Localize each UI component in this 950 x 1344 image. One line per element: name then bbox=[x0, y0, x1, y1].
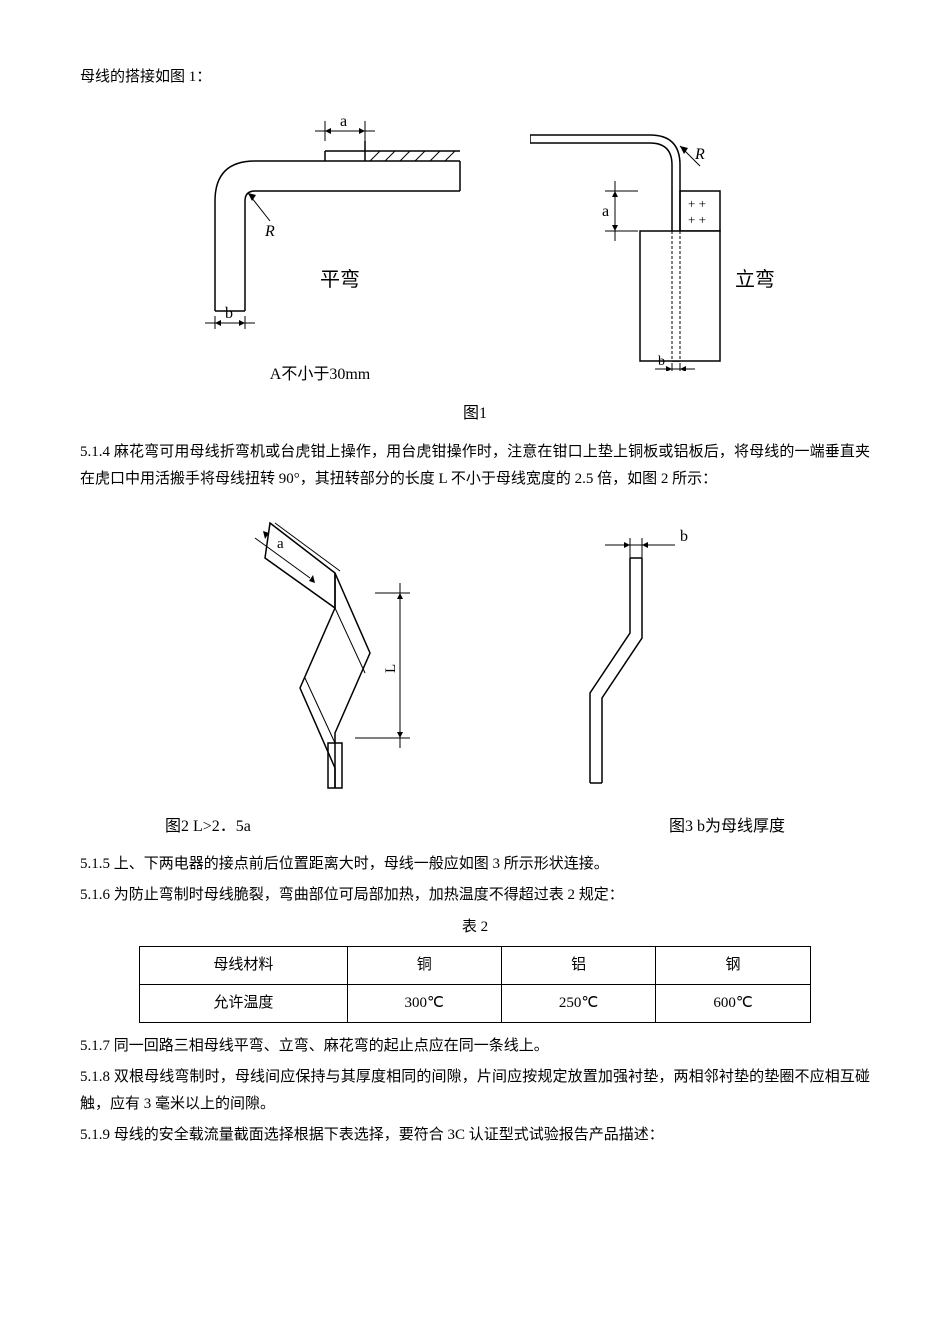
fig1-left-label: 平弯 bbox=[320, 268, 360, 291]
table-cell: 铜 bbox=[347, 947, 501, 985]
p-518: 5.1.8 双根母线弯制时，母线间应保持与其厚度相同的间隙，片间应按规定放置加强… bbox=[80, 1064, 870, 1118]
p-516: 5.1.6 为防止弯制时母线脆裂，弯曲部位可局部加热，加热温度不得超过表 2 规… bbox=[80, 882, 870, 909]
fig2-dim-l: L bbox=[383, 663, 399, 672]
fig3-dim-b: b bbox=[680, 528, 688, 545]
table-cell: 250℃ bbox=[501, 985, 655, 1023]
p-514: 5.1.4 麻花弯可用母线折弯机或台虎钳上操作，用台虎钳操作时，注意在钳口上垫上… bbox=[80, 439, 870, 493]
p-515: 5.1.5 上、下两电器的接点前后位置距离大时，母线一般应如图 3 所示形状连接… bbox=[80, 851, 870, 878]
table-cell: 300℃ bbox=[347, 985, 501, 1023]
dim-a-label: a bbox=[340, 113, 347, 130]
figure-2: a L bbox=[215, 513, 475, 803]
dim-b-label-right: b bbox=[658, 354, 665, 369]
table-2: 母线材料 铜 铝 钢 允许温度 300℃ 250℃ 600℃ bbox=[139, 946, 811, 1023]
svg-text:+ +: + + bbox=[688, 212, 706, 227]
figure-23-container: a L b bbox=[80, 513, 870, 803]
intro-text: 母线的搭接如图 1： bbox=[80, 64, 870, 91]
table-row: 允许温度 300℃ 250℃ 600℃ bbox=[140, 985, 811, 1023]
figure-1-left: a R b bbox=[170, 111, 470, 390]
fig23-caption-row: 图2 L>2．5a 图3 b为母线厚度 bbox=[165, 813, 785, 842]
svg-text:+ +: + + bbox=[688, 196, 706, 211]
dim-a-label-right: a bbox=[602, 203, 609, 220]
table-row: 母线材料 铜 铝 钢 bbox=[140, 947, 811, 985]
fig1-note: A不小于30mm bbox=[170, 361, 470, 390]
dim-r-label: R bbox=[264, 223, 275, 240]
figure-1-right: R + + + + a b 立弯 bbox=[530, 111, 780, 390]
table-cell: 铝 bbox=[501, 947, 655, 985]
table-cell: 钢 bbox=[656, 947, 810, 985]
fig3-caption: 图3 b为母线厚度 bbox=[669, 813, 785, 842]
figure-1-container: a R b bbox=[80, 111, 870, 390]
table2-title: 表 2 bbox=[80, 914, 870, 941]
fig2-caption: 图2 L>2．5a bbox=[165, 813, 251, 842]
figure-3: b bbox=[535, 513, 735, 803]
fig2-dim-a: a bbox=[277, 536, 284, 552]
p-519: 5.1.9 母线的安全载流量截面选择根据下表选择，要符合 3C 认证型式试验报告… bbox=[80, 1122, 870, 1149]
dim-b-label: b bbox=[225, 305, 233, 322]
table-cell: 允许温度 bbox=[140, 985, 347, 1023]
fig1-caption: 图1 bbox=[80, 400, 870, 429]
dim-r-label-right: R bbox=[694, 146, 705, 163]
table-cell: 母线材料 bbox=[140, 947, 347, 985]
fig1-right-label: 立弯 bbox=[735, 268, 775, 291]
table-cell: 600℃ bbox=[656, 985, 810, 1023]
p-517: 5.1.7 同一回路三相母线平弯、立弯、麻花弯的起止点应在同一条线上。 bbox=[80, 1033, 870, 1060]
